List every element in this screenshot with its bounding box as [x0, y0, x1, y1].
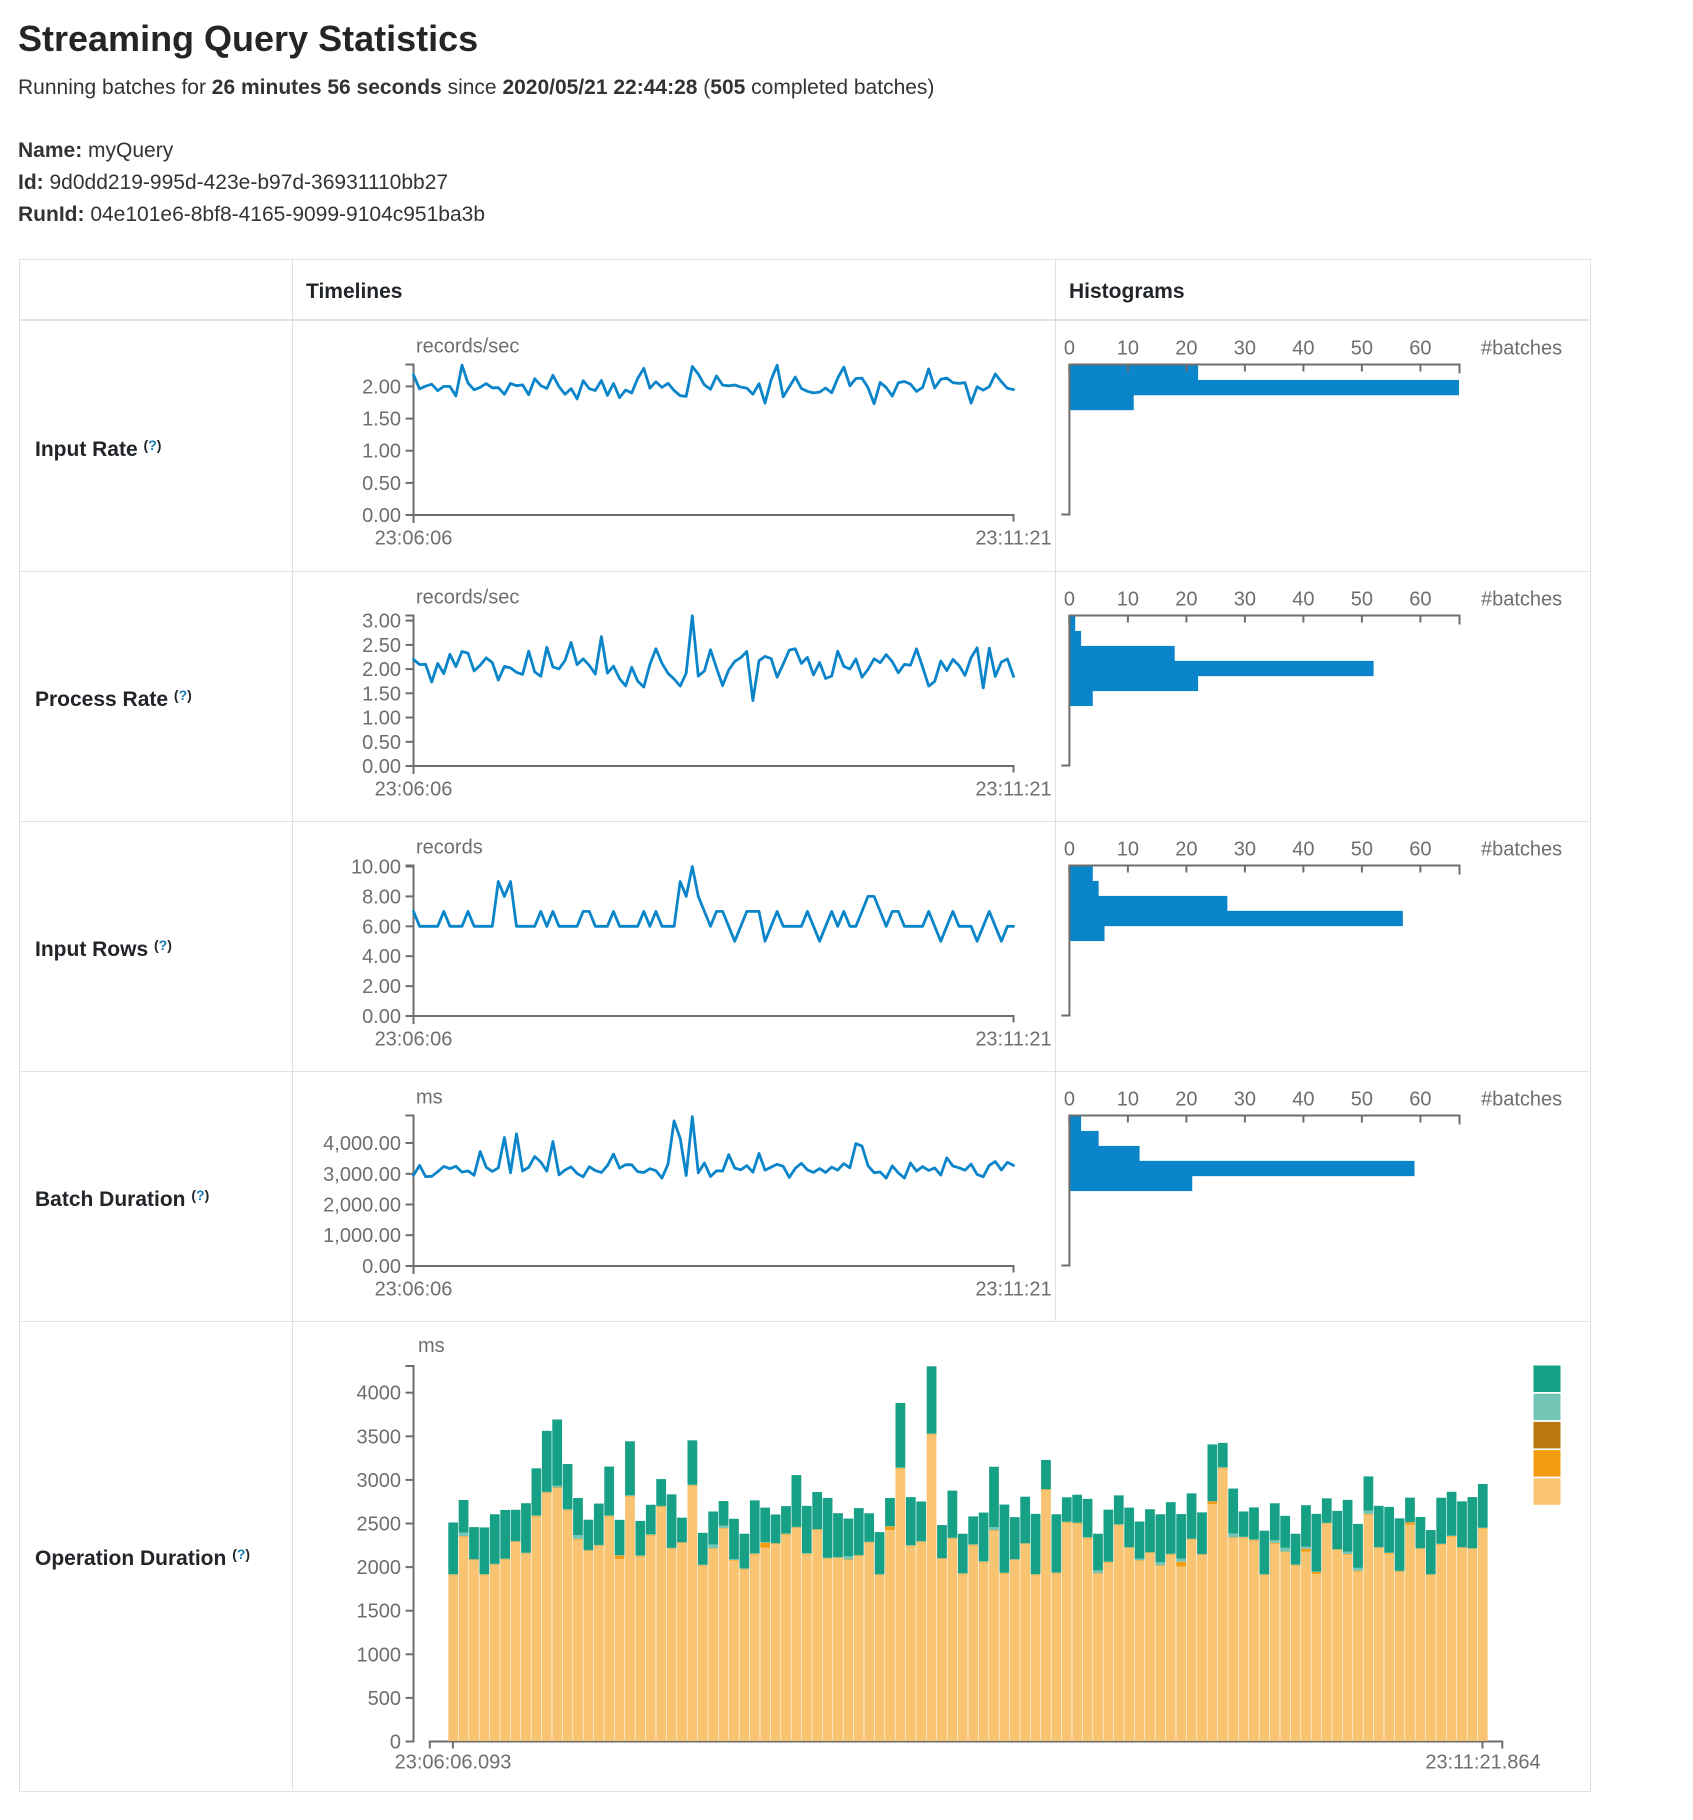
- svg-text:23:11:21: 23:11:21: [975, 779, 1051, 801]
- svg-text:3.00: 3.00: [362, 611, 401, 633]
- svg-text:50: 50: [1351, 839, 1373, 861]
- svg-text:ms: ms: [418, 1335, 445, 1357]
- svg-text:0.00: 0.00: [362, 505, 401, 527]
- svg-text:40: 40: [1292, 589, 1314, 611]
- svg-text:1.50: 1.50: [362, 409, 401, 431]
- svg-text:8.00: 8.00: [362, 886, 401, 908]
- svg-text:23:06:06: 23:06:06: [375, 1279, 453, 1301]
- svg-text:records/sec: records/sec: [416, 587, 519, 609]
- svg-text:60: 60: [1409, 1089, 1431, 1111]
- svg-text:30: 30: [1234, 589, 1256, 611]
- svg-text:2.00: 2.00: [362, 659, 401, 681]
- svg-text:23:11:21.864: 23:11:21.864: [1425, 1752, 1540, 1774]
- svg-text:40: 40: [1292, 839, 1314, 861]
- svg-text:50: 50: [1351, 589, 1373, 611]
- svg-text:2.50: 2.50: [362, 635, 401, 657]
- svg-text:23:06:06: 23:06:06: [375, 1029, 453, 1051]
- svg-text:20: 20: [1175, 839, 1197, 861]
- svg-text:50: 50: [1351, 338, 1373, 360]
- svg-text:1.00: 1.00: [362, 708, 401, 730]
- svg-text:0.00: 0.00: [362, 1006, 401, 1028]
- svg-text:50: 50: [1351, 1089, 1373, 1111]
- svg-text:#batches: #batches: [1481, 839, 1562, 861]
- svg-text:23:06:06: 23:06:06: [375, 528, 453, 550]
- svg-text:4,000.00: 4,000.00: [323, 1133, 401, 1155]
- svg-text:23:06:06.093: 23:06:06.093: [395, 1752, 512, 1774]
- svg-text:#batches: #batches: [1481, 589, 1562, 611]
- svg-text:1,000.00: 1,000.00: [323, 1225, 401, 1247]
- svg-text:10.00: 10.00: [351, 857, 401, 879]
- svg-text:10: 10: [1117, 338, 1139, 360]
- svg-text:2,000.00: 2,000.00: [323, 1195, 401, 1217]
- svg-text:60: 60: [1409, 589, 1431, 611]
- svg-text:2.00: 2.00: [362, 976, 401, 998]
- svg-text:60: 60: [1409, 839, 1431, 861]
- svg-text:0.50: 0.50: [362, 473, 401, 495]
- svg-text:records: records: [416, 837, 483, 859]
- svg-text:3000: 3000: [357, 1470, 402, 1492]
- svg-text:1000: 1000: [357, 1644, 402, 1666]
- svg-text:records/sec: records/sec: [416, 336, 519, 358]
- svg-text:ms: ms: [416, 1087, 443, 1109]
- svg-text:1.50: 1.50: [362, 683, 401, 705]
- svg-text:0: 0: [1064, 338, 1075, 360]
- svg-text:40: 40: [1292, 338, 1314, 360]
- svg-text:20: 20: [1175, 1089, 1197, 1111]
- svg-text:4000: 4000: [357, 1383, 402, 1405]
- svg-text:0: 0: [1064, 839, 1075, 861]
- svg-text:0.50: 0.50: [362, 732, 401, 754]
- svg-text:20: 20: [1175, 338, 1197, 360]
- svg-text:60: 60: [1409, 338, 1431, 360]
- svg-text:0: 0: [1064, 1089, 1075, 1111]
- svg-text:0.00: 0.00: [362, 756, 401, 778]
- svg-text:0: 0: [1064, 589, 1075, 611]
- svg-text:3500: 3500: [357, 1426, 402, 1448]
- svg-text:0.00: 0.00: [362, 1256, 401, 1278]
- svg-text:10: 10: [1117, 589, 1139, 611]
- svg-text:6.00: 6.00: [362, 916, 401, 938]
- svg-text:1500: 1500: [357, 1601, 402, 1623]
- svg-text:0: 0: [390, 1732, 401, 1754]
- svg-text:500: 500: [368, 1688, 401, 1710]
- svg-text:4.00: 4.00: [362, 946, 401, 968]
- svg-text:23:06:06: 23:06:06: [375, 779, 453, 801]
- svg-text:2.00: 2.00: [362, 376, 401, 398]
- svg-text:2500: 2500: [357, 1514, 402, 1536]
- svg-text:23:11:21: 23:11:21: [975, 1029, 1051, 1051]
- svg-text:30: 30: [1234, 839, 1256, 861]
- svg-text:#batches: #batches: [1481, 1089, 1562, 1111]
- svg-text:2000: 2000: [357, 1557, 402, 1579]
- svg-text:40: 40: [1292, 1089, 1314, 1111]
- svg-text:30: 30: [1234, 1089, 1256, 1111]
- svg-text:3,000.00: 3,000.00: [323, 1164, 401, 1186]
- svg-text:30: 30: [1234, 338, 1256, 360]
- svg-text:#batches: #batches: [1481, 338, 1562, 360]
- svg-text:1.00: 1.00: [362, 441, 401, 463]
- svg-text:20: 20: [1175, 589, 1197, 611]
- svg-text:23:11:21: 23:11:21: [975, 528, 1051, 550]
- svg-text:10: 10: [1117, 839, 1139, 861]
- svg-text:23:11:21: 23:11:21: [975, 1279, 1051, 1301]
- svg-text:10: 10: [1117, 1089, 1139, 1111]
